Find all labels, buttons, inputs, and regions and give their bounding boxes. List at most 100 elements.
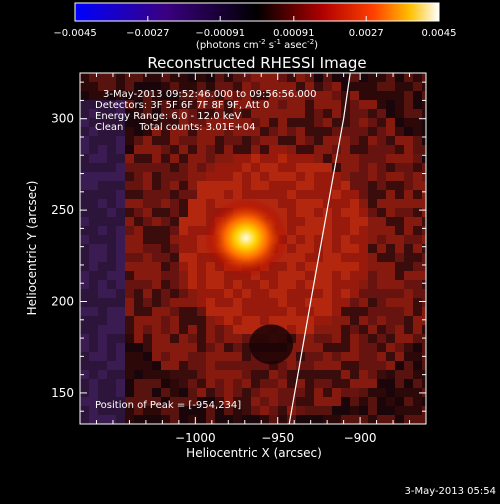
heatmap-cell [260,397,269,406]
heatmap-cell [314,298,323,307]
heatmap-cell [152,181,161,190]
heatmap-cell [341,235,350,244]
heatmap-cell [377,397,386,406]
heatmap-cell [287,289,296,298]
heatmap-cell [233,307,242,316]
heatmap-cell [323,208,332,217]
heatmap-cell [251,370,260,379]
heatmap-cell [206,379,215,388]
heatmap-cell [269,388,278,397]
heatmap-cell [215,271,224,280]
heatmap-cell [80,379,89,388]
heatmap-cell [224,109,233,118]
heatmap-cell [125,199,134,208]
heatmap-cell [269,406,278,415]
heatmap-cell [269,379,278,388]
heatmap-cell [296,217,305,226]
heatmap-cell [80,109,89,118]
heatmap-cell [134,118,143,127]
heatmap-cell [332,298,341,307]
heatmap-cell [125,388,134,397]
heatmap-cell [179,343,188,352]
heatmap-cell [314,235,323,244]
heatmap-cell [206,325,215,334]
heatmap-cell [404,352,413,361]
heatmap-cell [296,289,305,298]
heatmap-cell [341,352,350,361]
heatmap-cell [287,226,296,235]
heatmap-cell [170,244,179,253]
heatmap-cell [206,361,215,370]
heatmap-cell [170,316,179,325]
heatmap-cell [224,397,233,406]
heatmap-cell [161,406,170,415]
heatmap-cell [188,289,197,298]
heatmap-cell [287,109,296,118]
heatmap-cell [170,226,179,235]
heatmap-cell [233,145,242,154]
heatmap-cell [107,145,116,154]
heatmap-cell [404,307,413,316]
heatmap-cell [116,253,125,262]
heatmap-cell [260,109,269,118]
heatmap-cell [359,235,368,244]
heatmap-cell [359,316,368,325]
heatmap-cell [233,289,242,298]
heatmap-cell [224,406,233,415]
heatmap-cell [251,109,260,118]
heatmap-cell [341,298,350,307]
heatmap-cell [422,154,426,163]
heatmap-cell [287,91,296,100]
heatmap-cell [125,235,134,244]
heatmap-cell [422,253,426,262]
heatmap-cell [332,379,341,388]
heatmap-cell [206,73,215,82]
heatmap-cell [314,244,323,253]
heatmap-cell [179,91,188,100]
heatmap-cell [116,226,125,235]
heatmap-cell [314,343,323,352]
heatmap-cell [422,406,426,415]
heatmap-cell [278,118,287,127]
heatmap-cell [287,190,296,199]
heatmap-cell [341,388,350,397]
heatmap-cell [332,271,341,280]
heatmap-cell [368,271,377,280]
heatmap-cell [278,388,287,397]
heatmap-cell [188,343,197,352]
heatmap-cell [89,298,98,307]
annotation-energy-range: Energy Range: 6.0 - 12.0 keV [95,111,241,122]
heatmap-cell [377,163,386,172]
heatmap-cell [296,253,305,262]
heatmap-cell [314,325,323,334]
heatmap-cell [278,280,287,289]
heatmap-cell [233,82,242,91]
heatmap-cell [98,235,107,244]
heatmap-cell [206,190,215,199]
heatmap-cell [314,352,323,361]
heatmap-cell [98,199,107,208]
heatmap-cell [413,190,422,199]
heatmap-cell [386,145,395,154]
heatmap-cell [350,100,359,109]
heatmap-cell [242,307,251,316]
heatmap-cell [179,352,188,361]
heatmap-cell [404,262,413,271]
heatmap-cell [125,91,134,100]
heatmap-cell [89,91,98,100]
heatmap-cell [305,181,314,190]
heatmap-cell [404,244,413,253]
heatmap-cell [260,172,269,181]
heatmap-cell [98,163,107,172]
heatmap-cell [278,415,287,424]
heatmap-cell [287,82,296,91]
heatmap-cell [368,109,377,118]
heatmap-cell [269,109,278,118]
heatmap-cell [413,208,422,217]
heatmap-cell [341,199,350,208]
heatmap-cell [215,370,224,379]
heatmap-cell [89,262,98,271]
heatmap-cell [314,217,323,226]
heatmap-cell [350,190,359,199]
heatmap-cell [404,109,413,118]
